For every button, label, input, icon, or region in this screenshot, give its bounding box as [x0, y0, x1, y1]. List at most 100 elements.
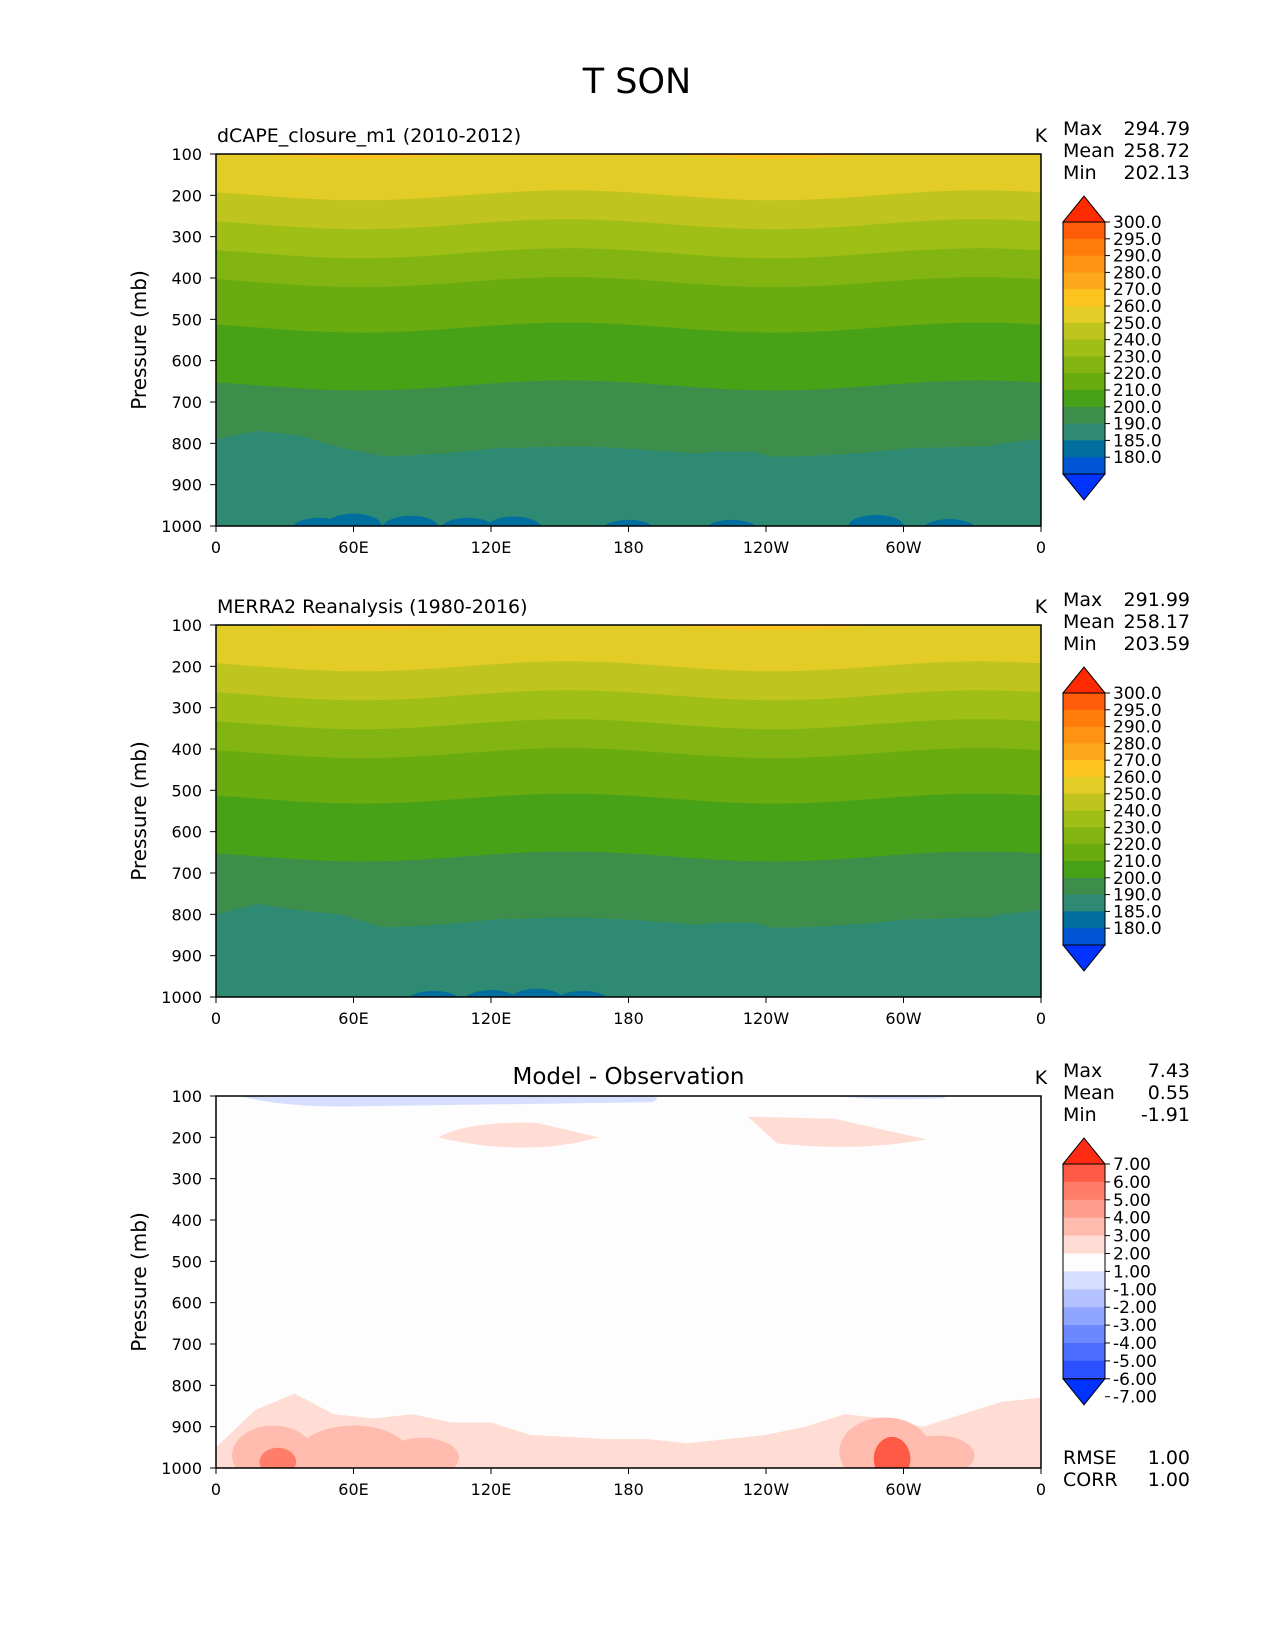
panel-title: Model - Observation — [512, 1064, 744, 1090]
warm-spot — [441, 517, 495, 526]
y-tick-label: 200 — [171, 657, 202, 676]
colorbar-frame — [1062, 692, 1106, 946]
units-label: K — [1035, 125, 1048, 147]
colorbar-tick-label: 295.0 — [1113, 701, 1162, 721]
y-tick-label: 600 — [171, 1294, 202, 1313]
stat-value: -1.91 — [1141, 1104, 1190, 1126]
colorbar-extend-bottom — [1061, 944, 1107, 972]
colorbar-extend-top — [1061, 1137, 1107, 1165]
colorbar-segment — [1063, 1181, 1105, 1201]
panel-3: Model - Observation K 100 200 300 400 500 600 70… — [127, 1060, 1190, 1499]
colorbar-tick-label: 280.0 — [1113, 734, 1162, 754]
metric-label: CORR — [1063, 1469, 1118, 1491]
colorbar-tick-label: 300.0 — [1113, 684, 1162, 704]
y-tick-label: 600 — [171, 352, 202, 371]
colorbar-tick-label: 2.00 — [1113, 1245, 1151, 1265]
colorbar-tick-label: 230.0 — [1113, 818, 1162, 838]
x-tick-label: 0 — [1036, 1009, 1046, 1028]
colorbar-tick-label: 220.0 — [1113, 835, 1162, 855]
metric-value: 1.00 — [1148, 1447, 1190, 1469]
warm-spot — [325, 513, 382, 526]
colorbar-segment — [1063, 406, 1105, 425]
colorbar-tick-label: -5.00 — [1113, 1352, 1157, 1372]
colorbar-segment — [1063, 709, 1105, 728]
colorbar-tick-label: 270.0 — [1113, 280, 1162, 300]
panel-2: MERRA2 Reanalysis (1980-2016) K 100 200 300 4… — [127, 589, 1190, 1028]
anomaly-core — [901, 1435, 975, 1468]
colorbar-segment — [1063, 793, 1105, 812]
colorbar-tick-label: 200.0 — [1113, 869, 1162, 889]
colorbar-segment — [1063, 272, 1105, 290]
y-tick-label: 500 — [171, 1252, 202, 1271]
colorbar-segment — [1063, 390, 1105, 408]
colorbar-tick-label: 7.00 — [1113, 1155, 1151, 1175]
colorbar-segment — [1063, 1325, 1105, 1344]
positive-anomaly — [438, 1122, 599, 1148]
colorbar-tick-label: -1.00 — [1113, 1280, 1157, 1300]
colorbar-segment — [1063, 1164, 1105, 1183]
units-label: K — [1035, 1067, 1048, 1089]
stat-value: 294.79 — [1124, 118, 1190, 140]
colorbar-tick-label: -3.00 — [1113, 1316, 1157, 1336]
anomaly-core — [385, 1437, 459, 1468]
x-tick-label: 60E — [338, 1480, 368, 1499]
colorbar-segment — [1063, 1235, 1105, 1254]
colorbar-extend-top — [1061, 666, 1107, 694]
positive-anomaly — [747, 1116, 927, 1147]
y-tick-label: 1000 — [161, 517, 202, 536]
colorbar-segment — [1063, 289, 1105, 307]
colorbar-segment — [1063, 743, 1105, 761]
colorbar-segment — [1063, 877, 1105, 896]
x-tick-label: 60W — [885, 1009, 921, 1028]
warm-spot — [486, 516, 542, 526]
colorbar-segment — [1063, 894, 1105, 912]
colorbar-segment — [1063, 827, 1105, 845]
plot-area — [216, 1096, 1041, 1468]
negative-anomaly — [834, 1096, 945, 1100]
y-tick-label: 100 — [171, 145, 202, 164]
colorbar-tick-label: -2.00 — [1113, 1298, 1157, 1318]
metric-value: 1.00 — [1148, 1469, 1190, 1491]
colorbar-tick-label: -6.00 — [1113, 1370, 1157, 1390]
stat-value: 0.55 — [1148, 1082, 1190, 1104]
x-tick-label: 60E — [338, 1009, 368, 1028]
y-tick-label: 1000 — [161, 1459, 202, 1478]
colorbar-segment — [1063, 306, 1105, 324]
stat-value: 258.72 — [1124, 140, 1190, 162]
colorbar-tick-label: 270.0 — [1113, 751, 1162, 771]
plot-area — [216, 625, 1041, 997]
y-tick-label: 200 — [171, 186, 202, 205]
y-tick-label: 800 — [171, 1376, 202, 1395]
colorbar-segment — [1063, 861, 1105, 879]
colorbar-tick-label: 280.0 — [1113, 263, 1162, 283]
plot-area — [216, 154, 1041, 526]
anomaly-core — [873, 1436, 911, 1468]
y-tick-label: 600 — [171, 823, 202, 842]
y-axis-label: Pressure (mb) — [127, 741, 151, 881]
colorbar-segment — [1063, 440, 1105, 458]
colorbar-segment — [1063, 356, 1105, 374]
stat-value: 291.99 — [1124, 589, 1190, 611]
colorbar-segment — [1063, 1271, 1105, 1290]
colorbar-segment — [1063, 373, 1105, 391]
colorbar-extend-bottom — [1061, 1378, 1107, 1406]
y-tick-label: 400 — [171, 269, 202, 288]
y-axis-label: Pressure (mb) — [127, 1212, 151, 1352]
colorbar-tick-label: 240.0 — [1113, 331, 1162, 351]
colorbar-segment — [1063, 810, 1105, 828]
colorbar-tick-label: 250.0 — [1113, 785, 1162, 805]
x-tick-label: 180 — [613, 1009, 644, 1028]
colorbar-tick-label: 190.0 — [1113, 886, 1162, 906]
y-tick-label: 400 — [171, 1211, 202, 1230]
y-tick-label: 300 — [171, 1170, 202, 1189]
y-tick-label: 200 — [171, 1128, 202, 1147]
anomaly-core — [298, 1425, 409, 1468]
colorbar-tick-label: 190.0 — [1113, 415, 1162, 435]
colorbar-segment — [1063, 911, 1105, 929]
colorbar-segment — [1063, 777, 1105, 795]
colorbar-tick-label: 185.0 — [1113, 431, 1162, 451]
colorbar-segment — [1063, 693, 1105, 711]
stat-label: Min — [1063, 1104, 1097, 1126]
colorbar-tick-label: 4.00 — [1113, 1209, 1151, 1229]
negative-anomaly — [238, 1096, 658, 1107]
